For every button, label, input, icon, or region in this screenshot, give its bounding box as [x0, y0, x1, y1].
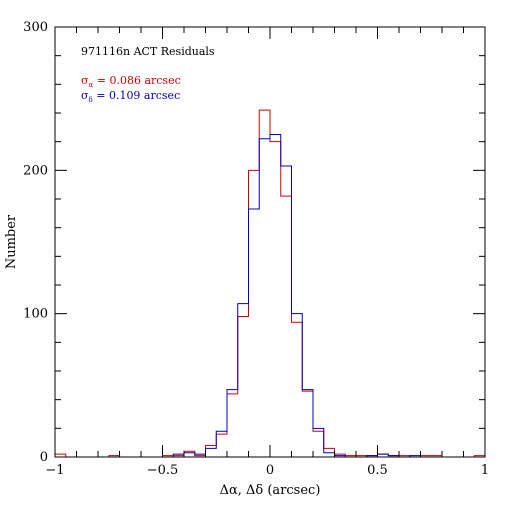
sigma-delta-annotation: σδ = 0.109 arcsec	[81, 89, 180, 104]
x-tick-label: 0.5	[367, 463, 388, 478]
x-tick-label: −1	[45, 463, 64, 478]
chart-title: 971116n ACT Residuals	[81, 45, 215, 58]
x-axis-label: Δα, Δδ (arcsec)	[220, 483, 321, 498]
y-tick-label: 300	[23, 20, 48, 35]
sigma-delta-subscript: δ	[89, 96, 93, 104]
y-tick-label: 100	[23, 307, 48, 322]
histogram-series-1	[55, 134, 485, 458]
sigma-alpha-symbol: σ	[81, 74, 89, 87]
y-tick-label: 200	[23, 163, 48, 178]
sigma-delta-symbol: σ	[81, 89, 89, 102]
y-axis-label: Number	[4, 214, 19, 269]
labels-layer: −1 −0.5 0 0.5 1 0 100 200 300	[23, 20, 489, 478]
histogram-series-0	[54, 109, 486, 458]
y-tick-label: 0	[40, 450, 48, 465]
sigma-alpha-value: = 0.086 arcsec	[93, 74, 181, 87]
x-tick-label: 1	[481, 463, 489, 478]
ticks-layer	[54, 26, 486, 458]
sigma-alpha-annotation: σα = 0.086 arcsec	[81, 74, 181, 89]
x-tick-label: 0	[266, 463, 274, 478]
sigma-delta-value: = 0.109 arcsec	[93, 89, 181, 102]
series-layer	[54, 109, 486, 458]
x-tick-label: −0.5	[147, 463, 179, 478]
sigma-alpha-subscript: α	[89, 81, 94, 89]
